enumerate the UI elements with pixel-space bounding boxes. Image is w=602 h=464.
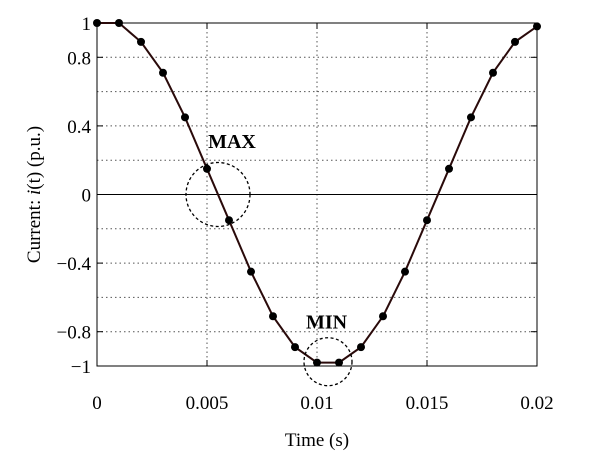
x-tick-label: 0.01 [300,393,333,414]
x-tick-label: 0.02 [520,393,553,414]
data-point [159,68,167,77]
y-axis-title: Current: i(t) (p.u.) [24,126,45,263]
y-tick-label: −0.8 [57,323,91,344]
data-point [401,267,409,276]
y-axis-title-part-1: Current: [24,195,45,263]
data-point [115,19,123,27]
data-point [137,37,145,46]
y-tick-label: 0.8 [67,48,91,69]
data-point [247,267,255,276]
data-point [511,37,519,46]
data-point [203,164,211,173]
data-point [423,216,431,225]
data-point [269,312,277,321]
data-point [357,343,365,352]
data-point [335,358,343,367]
data-point [379,312,387,321]
y-axis-title-part-2: (t) (p.u.) [24,126,45,190]
y-axis-title-symbol: i [24,190,45,195]
y-axis-ticks: −1 −0.8 −0.4 0 0.4 0.8 1 [57,14,537,378]
x-axis-ticks: 0 0.005 0.01 0.015 0.02 [92,23,554,414]
data-point [291,343,299,352]
annotation-circle-max [185,161,251,228]
y-tick-label: 1 [82,14,92,35]
series-layer [93,19,541,367]
annotations: MAX MIN [185,131,353,387]
annotation-circle-min [303,337,353,387]
data-point [445,164,453,173]
annotation-label-max: MAX [208,131,256,153]
data-point [93,19,101,27]
y-tick-label: 0.4 [67,117,91,138]
data-point [533,22,541,31]
data-point [467,113,475,122]
annotation-label-min: MIN [306,311,348,333]
data-point [181,113,189,122]
x-axis-title: Time (s) [285,430,349,451]
y-tick-label: 0 [82,186,92,207]
data-point [489,68,497,77]
x-tick-label: 0 [92,393,102,414]
x-tick-label: 0.015 [406,393,449,414]
x-tick-label: 0.005 [186,393,229,414]
data-point [225,216,233,225]
data-point [313,358,321,367]
y-tick-label: −1 [71,357,91,378]
y-tick-label: −0.4 [57,254,92,275]
